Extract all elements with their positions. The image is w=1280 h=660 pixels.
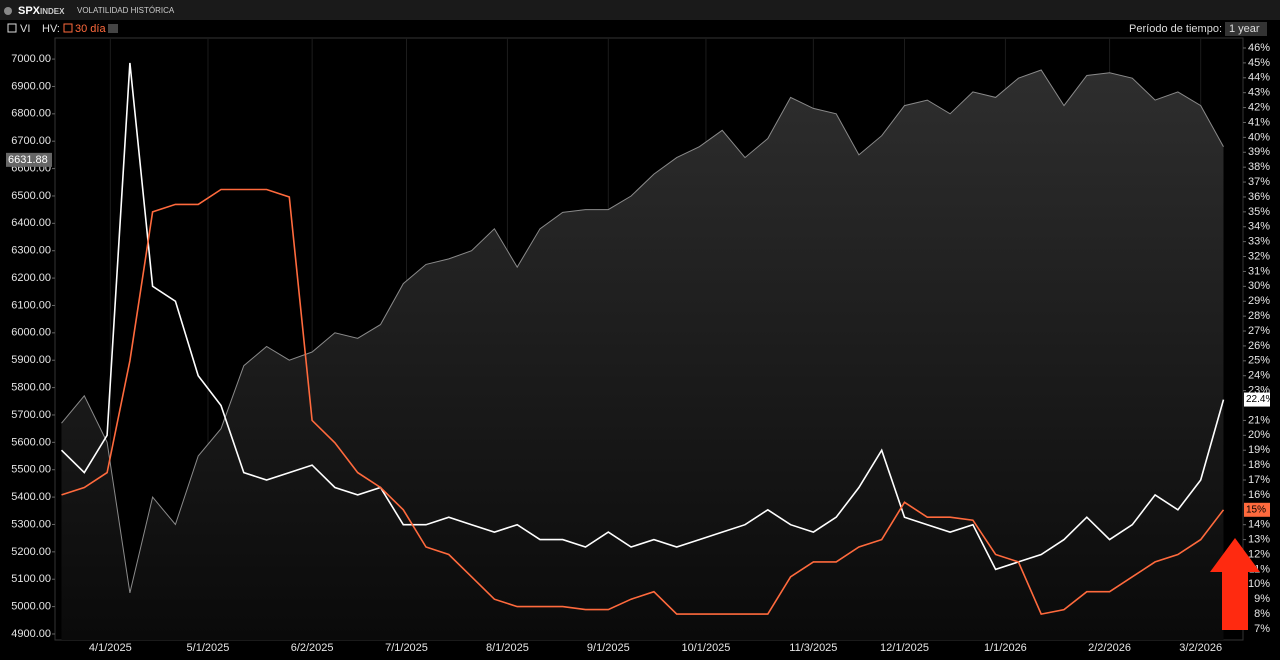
x-tick-label: 3/2/2026 — [1179, 642, 1222, 654]
toolbar — [0, 20, 1280, 38]
x-tick-label: 2/2/2026 — [1088, 642, 1131, 654]
y2-tick-label: 19% — [1248, 444, 1270, 456]
y-tick-label: 6800.00 — [11, 108, 51, 120]
y2-tick-label: 35% — [1248, 206, 1270, 218]
last-value-label: 15% — [1246, 504, 1266, 515]
x-tick-label: 6/2/2025 — [291, 642, 334, 654]
last-price-box — [6, 152, 52, 167]
y-tick-label: 5400.00 — [11, 491, 51, 503]
y-tick-label: 4900.00 — [11, 628, 51, 640]
y2-tick-label: 44% — [1248, 72, 1270, 84]
y-tick-label: 5500.00 — [11, 464, 51, 476]
y-tick-label: 6000.00 — [11, 327, 51, 339]
y2-tick-label: 7% — [1254, 623, 1270, 635]
y2-tick-label: 21% — [1248, 414, 1270, 426]
last-value-label: 22.4% — [1246, 394, 1274, 405]
y2-tick-label: 36% — [1248, 191, 1270, 203]
x-tick-label: 1/1/2026 — [984, 642, 1027, 654]
y2-tick-label: 13% — [1248, 533, 1270, 545]
y-tick-label: 5600.00 — [11, 436, 51, 448]
ticker-type[interactable]: INDEX — [40, 7, 65, 16]
price-line — [61, 69, 1224, 594]
y2-tick-label: 16% — [1248, 489, 1270, 501]
y-tick-label: 6200.00 — [11, 272, 51, 284]
y2-tick-label: 17% — [1248, 474, 1270, 486]
y2-tick-label: 12% — [1248, 548, 1270, 560]
y-tick-label: 5700.00 — [11, 409, 51, 421]
y2-tick-label: 43% — [1248, 87, 1270, 99]
x-tick-label: 12/1/2025 — [880, 642, 929, 654]
y2-tick-label: 40% — [1248, 131, 1270, 143]
y-tick-label: 5100.00 — [11, 573, 51, 585]
vol-line — [60, 62, 1225, 571]
legend-hv: 30 día — [75, 23, 106, 35]
y2-tick-label: 41% — [1248, 116, 1270, 128]
y-tick-label: 6100.00 — [11, 299, 51, 311]
y-tick-label: 6900.00 — [11, 80, 51, 92]
y2-tick-label: 8% — [1254, 608, 1270, 620]
y2-tick-label: 25% — [1248, 355, 1270, 367]
y-tick-label: 6500.00 — [11, 190, 51, 202]
x-tick-label: 8/1/2025 — [486, 642, 529, 654]
y-tick-label: 7000.00 — [11, 53, 51, 65]
y2-tick-label: 31% — [1248, 265, 1270, 277]
y-tick-label: 5800.00 — [11, 381, 51, 393]
x-tick-label: 9/1/2025 — [587, 642, 630, 654]
y2-tick-label: 33% — [1248, 236, 1270, 248]
period-label: Período de tiempo: — [1129, 23, 1222, 35]
x-tick-label: 4/1/2025 — [89, 642, 132, 654]
study-name: VOLATILIDAD HISTÓRICA — [77, 6, 175, 15]
y2-tick-label: 24% — [1248, 370, 1270, 382]
last-value-box — [1244, 502, 1270, 517]
period-dropdown[interactable] — [1225, 22, 1267, 36]
y-tick-label: 6400.00 — [11, 217, 51, 229]
x-tick-label: 7/1/2025 — [385, 642, 428, 654]
y-tick-label: 5300.00 — [11, 518, 51, 530]
y2-tick-label: 18% — [1248, 459, 1270, 471]
y2-tick-label: 30% — [1248, 280, 1270, 292]
price-area — [61, 70, 1224, 640]
x-tick-label: 5/1/2025 — [187, 642, 230, 654]
y2-tick-label: 46% — [1248, 42, 1270, 54]
hv-label: HV: — [42, 23, 60, 35]
y-tick-label: 6300.00 — [11, 245, 51, 257]
y-tick-label: 5000.00 — [11, 601, 51, 613]
hv-checkbox[interactable] — [63, 23, 73, 33]
y2-tick-label: 14% — [1248, 519, 1270, 531]
period-value[interactable]: 1 year — [1229, 23, 1260, 35]
x-tick-label: 11/3/2025 — [789, 642, 837, 654]
add-button[interactable] — [108, 24, 118, 33]
vi-checkbox[interactable] — [7, 23, 17, 33]
y2-tick-label: 29% — [1248, 295, 1270, 307]
y2-tick-label: 20% — [1248, 429, 1270, 441]
last-value-box — [1244, 392, 1270, 407]
last-price-label: 6631.88 — [8, 154, 48, 166]
y2-tick-label: 32% — [1248, 250, 1270, 262]
y-tick-label: 5200.00 — [11, 546, 51, 558]
y2-tick-label: 10% — [1248, 578, 1270, 590]
annotation-arrow — [1210, 538, 1260, 630]
y2-tick-label: 28% — [1248, 310, 1270, 322]
x-tick-label: 10/1/2025 — [681, 642, 730, 654]
y-tick-label: 5900.00 — [11, 354, 51, 366]
y2-tick-label: 9% — [1254, 593, 1270, 605]
y-tick-label: 6700.00 — [11, 135, 51, 147]
legend-vi: VI — [20, 23, 30, 35]
y2-tick-label: 39% — [1248, 146, 1270, 158]
y2-tick-label: 37% — [1248, 176, 1270, 188]
y2-tick-label: 38% — [1248, 161, 1270, 173]
y2-tick-label: 45% — [1248, 57, 1270, 69]
menu-icon[interactable] — [4, 7, 12, 15]
vol-line — [61, 188, 1225, 616]
y2-tick-label: 42% — [1248, 101, 1270, 113]
y2-tick-label: 26% — [1248, 340, 1270, 352]
y2-tick-label: 27% — [1248, 325, 1270, 337]
title-bar — [0, 0, 1280, 20]
y2-tick-label: 34% — [1248, 221, 1270, 233]
ticker: SPX — [18, 5, 41, 17]
